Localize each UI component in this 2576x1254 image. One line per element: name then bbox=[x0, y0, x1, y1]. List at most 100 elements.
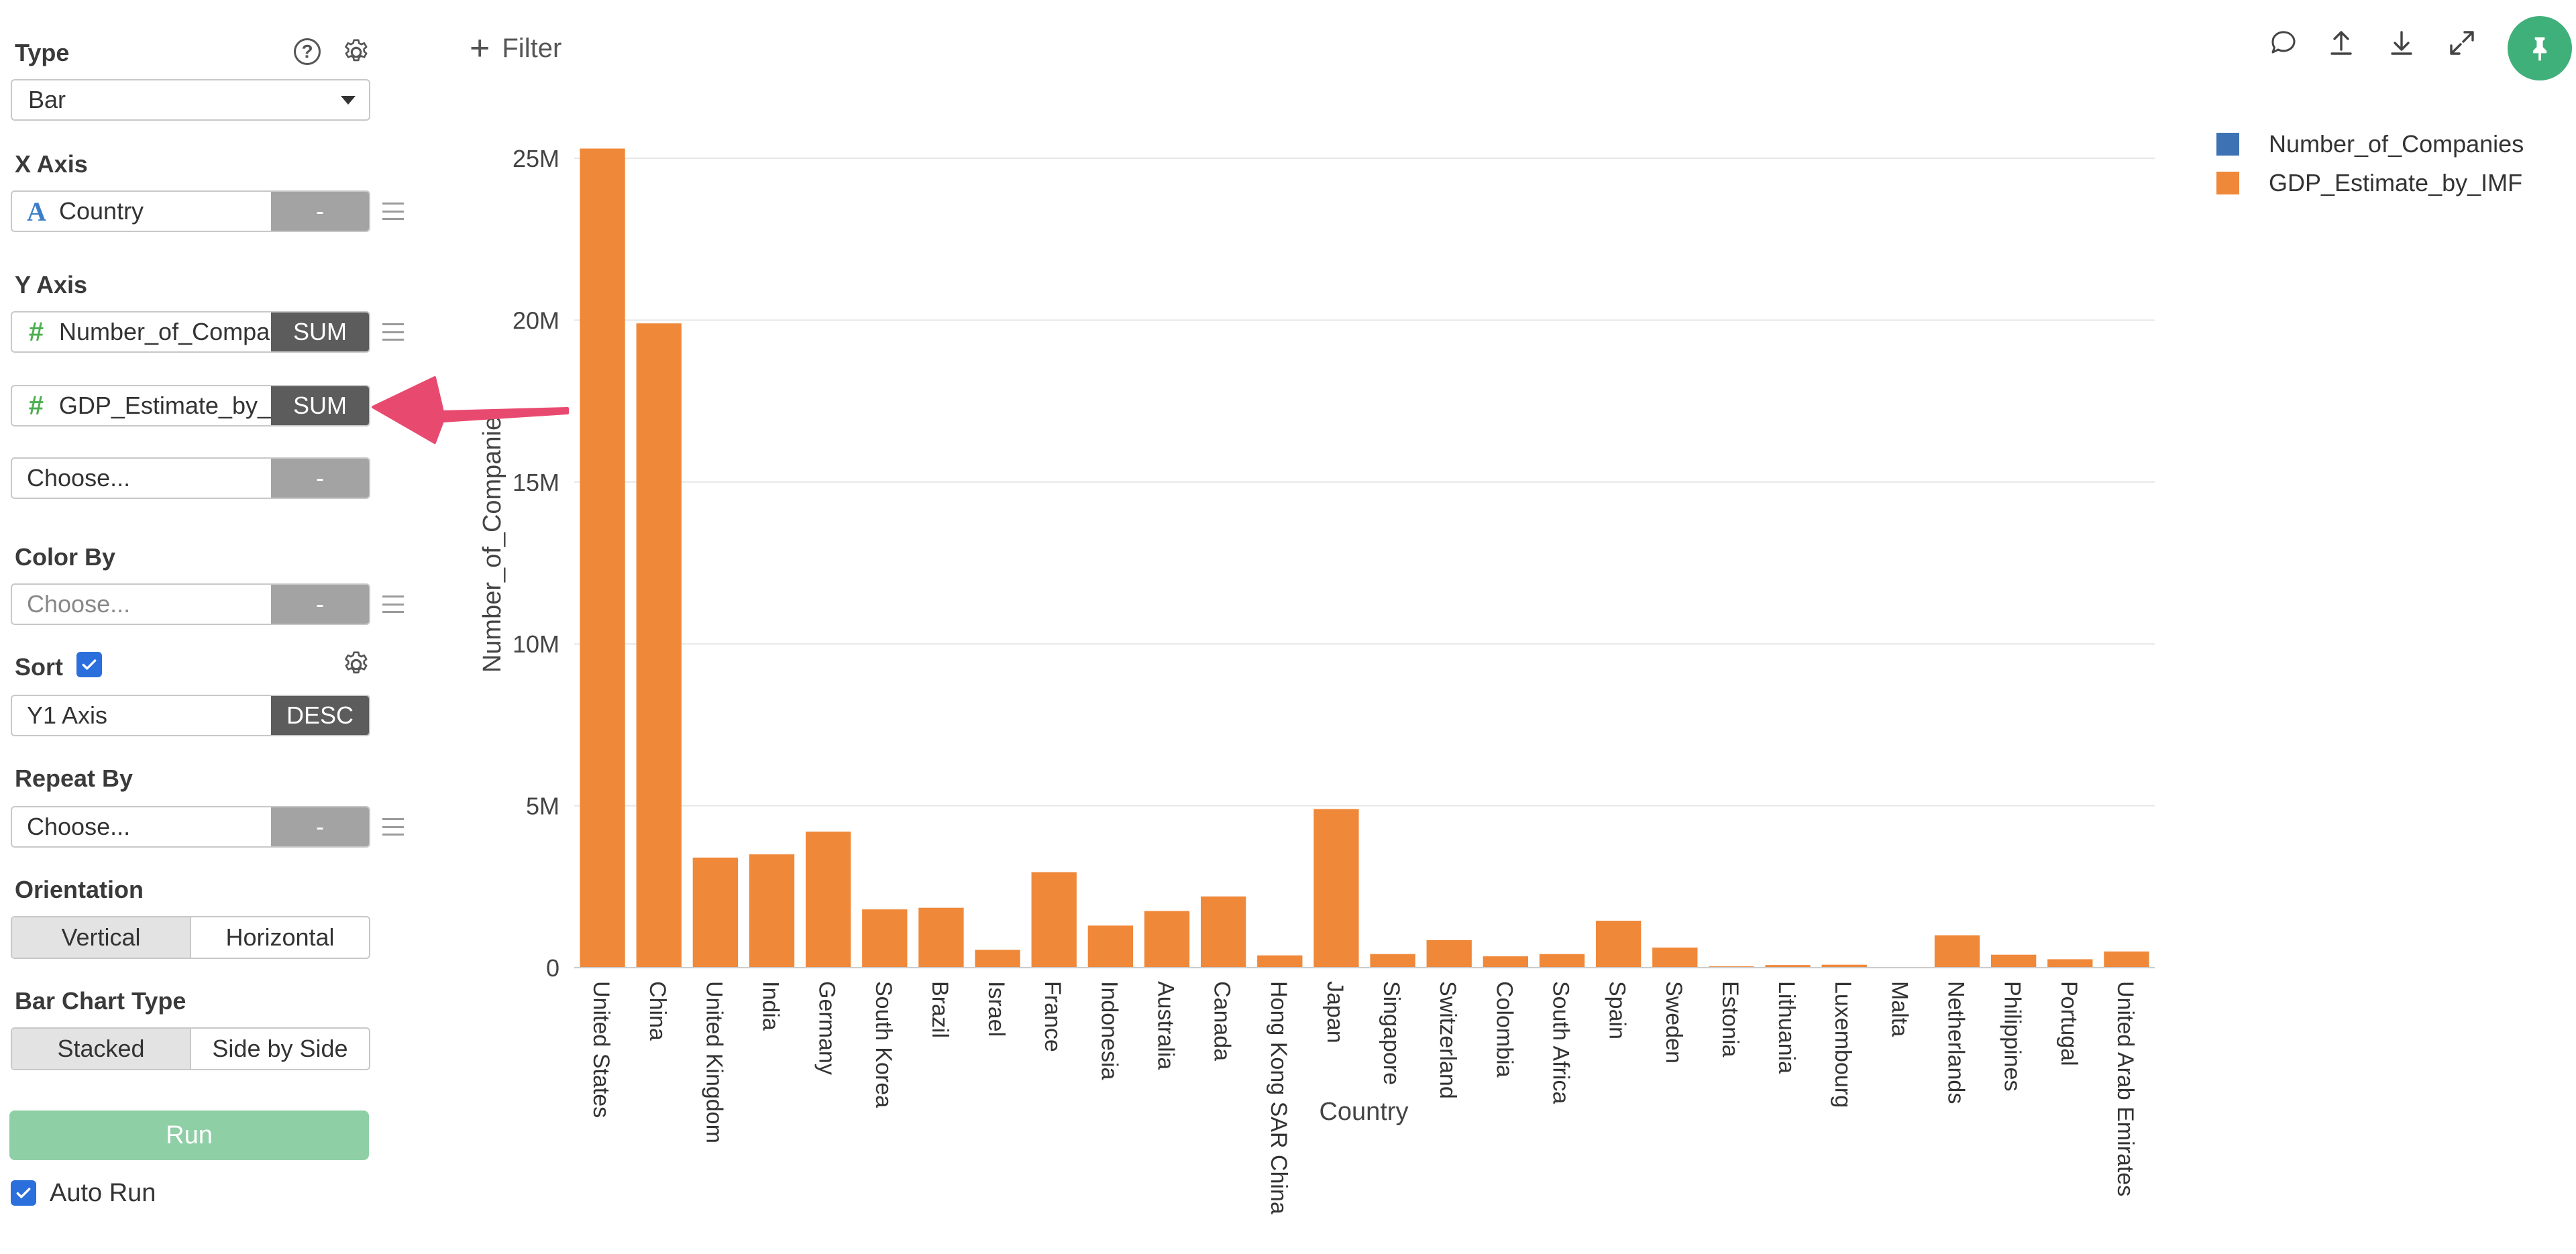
y-axis-menu-icon[interactable] bbox=[382, 323, 404, 341]
x-tick-label: Portugal bbox=[2056, 981, 2082, 1066]
bar-2 bbox=[1031, 872, 1077, 968]
y-tick-label: 0 bbox=[546, 954, 559, 982]
legend-label: GDP_Estimate_by_IMF bbox=[2269, 169, 2523, 196]
bar-2 bbox=[1595, 920, 1642, 968]
plus-icon: + bbox=[470, 29, 490, 68]
run-button[interactable]: Run bbox=[9, 1110, 369, 1160]
auto-run-checkbox[interactable] bbox=[11, 1180, 36, 1206]
y-tick-label: 15M bbox=[513, 469, 559, 496]
pin-button[interactable] bbox=[2508, 16, 2572, 80]
x-tick-label: China bbox=[645, 981, 670, 1041]
y-axis-field-2-name: GDP_Estimate_by_ bbox=[58, 392, 271, 419]
gear-icon[interactable] bbox=[341, 37, 372, 68]
x-tick-label: Singapore bbox=[1379, 981, 1404, 1085]
x-axis-menu-icon[interactable] bbox=[382, 203, 404, 220]
x-axis-field-name: Country bbox=[59, 197, 144, 225]
x-tick-label: India bbox=[758, 981, 784, 1031]
help-icon[interactable]: ? bbox=[294, 38, 321, 65]
x-axis-field-select[interactable]: A Country bbox=[12, 192, 271, 231]
repeat-by-field[interactable]: Choose... - bbox=[11, 806, 370, 848]
x-tick-label: South Africa bbox=[1548, 981, 1574, 1104]
y-axis-field-2[interactable]: # GDP_Estimate_by_ SUM bbox=[11, 385, 370, 426]
color-by-select[interactable]: Choose... bbox=[27, 590, 131, 618]
chart-type-select[interactable]: Bar bbox=[11, 79, 370, 121]
y-axis-choose-select[interactable]: Choose... bbox=[27, 464, 131, 492]
x-tick-label: Indonesia bbox=[1096, 981, 1122, 1080]
orientation-horizontal-button[interactable]: Horizontal bbox=[225, 923, 335, 951]
repeat-by-menu-icon[interactable] bbox=[382, 818, 404, 836]
y-axis-field-1-name: Number_of_Compa bbox=[59, 318, 270, 345]
bar-2 bbox=[1765, 965, 1811, 968]
filter-label: Filter bbox=[502, 33, 562, 63]
y-tick-label: 25M bbox=[513, 145, 559, 172]
chart-grid bbox=[574, 158, 2155, 807]
x-axis-title: Country bbox=[1319, 1098, 1408, 1126]
legend-item-series-2[interactable]: GDP_Estimate_by_IMF bbox=[2216, 169, 2522, 197]
y-axis-field-2-select[interactable]: # GDP_Estimate_by_ bbox=[12, 386, 271, 425]
x-axis-field[interactable]: A Country - bbox=[11, 190, 370, 232]
bar-2 bbox=[805, 832, 851, 968]
bar-2 bbox=[1821, 964, 1867, 968]
y-axis-field-2-agg-button[interactable]: SUM bbox=[271, 386, 369, 425]
color-by-menu-icon[interactable] bbox=[382, 595, 404, 613]
bar-chart-type-label: Bar Chart Type bbox=[15, 987, 186, 1015]
x-tick-label: Switzerland bbox=[1435, 981, 1460, 1099]
chart-type-value: Bar bbox=[28, 86, 66, 113]
side-by-side-button[interactable]: Side by Side bbox=[212, 1035, 348, 1062]
bar-2 bbox=[1539, 954, 1585, 968]
bar-2 bbox=[1426, 939, 1472, 968]
y-axis-field-1-agg-button[interactable]: SUM bbox=[271, 312, 369, 351]
x-tick-label: South Korea bbox=[871, 981, 896, 1108]
bar-2 bbox=[1313, 809, 1359, 968]
x-tick-label: Lithuania bbox=[1774, 981, 1799, 1074]
stacked-button[interactable]: Stacked bbox=[12, 1029, 191, 1069]
sort-gear-icon[interactable] bbox=[341, 649, 372, 680]
add-filter-button[interactable]: + Filter bbox=[470, 28, 561, 68]
color-by-agg-button[interactable]: - bbox=[271, 585, 369, 624]
expand-icon[interactable] bbox=[2446, 27, 2478, 59]
comment-icon[interactable] bbox=[2267, 27, 2300, 59]
auto-run-label: Auto Run bbox=[50, 1179, 156, 1207]
bar-2 bbox=[1483, 956, 1529, 968]
x-tick-label: France bbox=[1040, 981, 1065, 1052]
text-type-icon: A bbox=[27, 196, 46, 227]
sort-order-button[interactable]: DESC bbox=[271, 696, 369, 735]
sort-field-select[interactable]: Y1 Axis bbox=[27, 701, 108, 729]
y-axis-add-field[interactable]: Choose... - bbox=[11, 457, 370, 499]
bar-2 bbox=[749, 854, 795, 968]
chart-axes: 0 5M 10M 15M 20M 25M United States China United … bbox=[513, 145, 2155, 1214]
x-tick-label: United Arab Emirates bbox=[2112, 981, 2138, 1196]
sort-checkbox[interactable] bbox=[76, 652, 102, 677]
orientation-label: Orientation bbox=[15, 876, 144, 903]
y-axis-field-1[interactable]: # Number_of_Compa SUM bbox=[11, 311, 370, 353]
x-tick-label: Colombia bbox=[1491, 981, 1517, 1078]
y-axis-choose-agg-button[interactable]: - bbox=[271, 459, 369, 498]
bar-2 bbox=[975, 950, 1020, 968]
x-axis-label: X Axis bbox=[15, 150, 88, 178]
chart-bars bbox=[580, 148, 2149, 968]
bar-2 bbox=[1200, 896, 1246, 968]
download-icon[interactable] bbox=[2385, 27, 2418, 59]
y-axis-field-1-select[interactable]: # Number_of_Compa bbox=[12, 312, 271, 351]
legend-item-series-1[interactable]: Number_of_Companies bbox=[2216, 130, 2524, 158]
x-tick-label: Luxembourg bbox=[1830, 981, 1856, 1108]
repeat-by-agg-button[interactable]: - bbox=[271, 807, 369, 846]
chevron-down-icon bbox=[341, 95, 356, 105]
x-tick-label: United Kingdom bbox=[701, 981, 727, 1143]
x-tick-label: Canada bbox=[1210, 981, 1235, 1061]
color-by-field[interactable]: Choose... - bbox=[11, 583, 370, 625]
upload-icon[interactable] bbox=[2325, 27, 2357, 59]
sort-field[interactable]: Y1 Axis DESC bbox=[11, 695, 370, 736]
type-label: Type bbox=[15, 39, 70, 66]
bar-2 bbox=[2047, 959, 2093, 968]
bar-2 bbox=[1934, 935, 1980, 968]
x-tick-label: Israel bbox=[983, 981, 1009, 1037]
x-tick-label: Netherlands bbox=[1943, 981, 1969, 1104]
pin-icon bbox=[2532, 37, 2547, 61]
repeat-by-select[interactable]: Choose... bbox=[27, 813, 131, 840]
orientation-vertical-button[interactable]: Vertical bbox=[12, 917, 191, 958]
x-axis-agg-button[interactable]: - bbox=[271, 192, 369, 231]
x-tick-label: Australia bbox=[1153, 981, 1179, 1070]
bar-2 bbox=[1370, 954, 1415, 968]
